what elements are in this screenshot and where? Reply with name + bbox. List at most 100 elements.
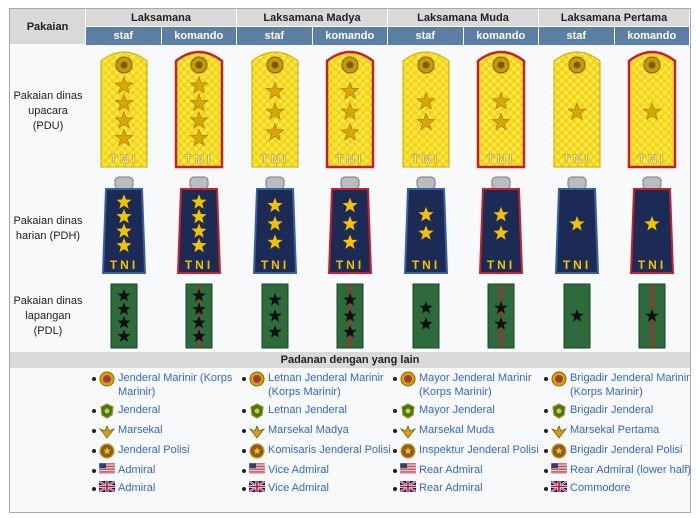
tni-label: TNI: [638, 152, 666, 166]
bullet: [544, 487, 548, 491]
equivalent-item: Marsekal Pertama: [544, 423, 694, 439]
rank-star: [191, 208, 207, 224]
rank-header: Laksamana Pertama: [539, 9, 690, 27]
sub-header-komando: komando: [614, 27, 690, 45]
bullet: [393, 429, 397, 433]
equivalent-link[interactable]: Marsekal: [118, 424, 163, 436]
airforce-emblem-icon: [551, 424, 567, 439]
equivalent-link[interactable]: Letnan Jenderal: [268, 404, 347, 416]
equivalent-link[interactable]: Letnan Jenderal Marinir (Korps Marinir): [268, 372, 384, 398]
equivalent-item: Commodore: [544, 481, 694, 495]
rank-star: [267, 234, 283, 249]
equivalent-item: Admiral: [92, 463, 242, 477]
equivalent-link[interactable]: Jenderal Marinir (Korps Marinir): [118, 372, 233, 398]
sub-header-komando: komando: [312, 27, 388, 45]
rank-star: [191, 223, 207, 238]
rank-star: [416, 91, 436, 110]
equivalent-link[interactable]: Jenderal Polisi: [118, 444, 190, 456]
police-emblem-icon: [551, 443, 567, 459]
rank-star: [192, 288, 206, 302]
us-flag-icon: [249, 463, 265, 474]
sub-header-staf: staf: [388, 27, 464, 45]
police-emblem-icon: [99, 443, 115, 459]
pdh-shoulder-board-komando: TNI: [177, 176, 222, 274]
equivalent-item: Jenderal: [92, 403, 242, 419]
tni-label: TNI: [185, 152, 213, 166]
tni-label: TNI: [563, 258, 591, 272]
equivalent-link[interactable]: Vice Admiral: [268, 482, 329, 494]
pdh-shoulder-board-komando: TNI: [630, 176, 675, 274]
equivalent-item: Marsekal: [92, 423, 242, 439]
rank-star: [419, 301, 433, 314]
equivalents-column: Letnan Jenderal Marinir (Korps Marinir) L…: [242, 371, 392, 499]
rank-star: [267, 197, 283, 213]
uk-flag-icon: [249, 481, 265, 492]
rank-star: [267, 216, 283, 231]
equivalent-link[interactable]: Brigadir Jenderal: [570, 404, 654, 416]
bullet: [242, 449, 246, 453]
equivalent-link[interactable]: Marsekal Muda: [419, 424, 495, 436]
pdu-shoulder-board-komando: TNI: [175, 50, 224, 169]
tni-label: TNI: [412, 152, 440, 166]
equivalent-link[interactable]: Rear Admiral: [419, 464, 483, 476]
sub-header-staf: staf: [86, 27, 162, 45]
equivalent-link[interactable]: Rear Admiral (lower half): [570, 464, 692, 476]
equivalent-link[interactable]: Marsekal Madya: [268, 424, 349, 436]
rank-star: [645, 309, 659, 322]
equivalent-link[interactable]: Admiral: [118, 464, 156, 476]
equivalents-column: Brigadir Jenderal Marinir (Korps Marinir…: [544, 371, 694, 499]
rank-star: [268, 325, 282, 338]
rank-star: [491, 112, 511, 131]
rank-star: [342, 197, 358, 213]
army-emblem-icon: [250, 403, 264, 419]
rank-star: [191, 237, 207, 253]
rank-star: [569, 216, 585, 231]
pdu-shoulder-board-staf: TNI: [402, 51, 450, 168]
equivalent-item: Inspektur Jenderal Polisi: [393, 443, 543, 459]
rank-star: [342, 216, 358, 231]
pdu-shoulder-board-staf: TNI: [553, 51, 601, 168]
equivalent-link[interactable]: Vice Admiral: [268, 464, 329, 476]
equivalent-link[interactable]: Rear Admiral: [419, 482, 483, 494]
equivalent-item: Letnan Jenderal Marinir (Korps Marinir): [242, 371, 392, 399]
pdl-shoulder-board-staf: [261, 283, 289, 349]
bullet: [544, 469, 548, 473]
pdh-shoulder-board-staf: TNI: [554, 176, 599, 274]
equivalent-link[interactable]: Mayor Jenderal: [419, 404, 495, 416]
equivalents-column: Mayor Jenderal Marinir (Korps Marinir) Ma…: [393, 371, 543, 499]
equivalent-item: Admiral: [92, 481, 242, 495]
rank-star: [117, 315, 131, 329]
marinir-emblem-icon: [249, 371, 265, 387]
army-emblem-icon: [401, 403, 415, 419]
tni-label: TNI: [487, 152, 515, 166]
us-flag-icon: [99, 463, 115, 474]
equivalent-link[interactable]: Mayor Jenderal Marinir (Korps Marinir): [419, 372, 532, 398]
rank-star: [567, 102, 587, 120]
bullet: [393, 469, 397, 473]
tni-label: TNI: [336, 152, 364, 166]
rank-star: [644, 216, 660, 231]
rank-star: [117, 329, 131, 342]
us-flag-icon: [400, 463, 416, 474]
equivalent-link[interactable]: Brigadir Jenderal Polisi: [570, 444, 683, 456]
tni-label: TNI: [336, 258, 364, 272]
equivalent-link[interactable]: Admiral: [118, 482, 156, 494]
equivalent-link[interactable]: Marsekal Pertama: [570, 424, 660, 436]
rank-star: [189, 110, 209, 129]
equivalent-item: Komisaris Jenderal Polisi: [242, 443, 392, 459]
bullet: [242, 469, 246, 473]
tni-label: TNI: [487, 258, 515, 272]
rank-star: [340, 81, 360, 100]
bullet: [544, 377, 548, 381]
equivalent-item: Jenderal Polisi: [92, 443, 242, 459]
rank-star: [114, 110, 134, 129]
equivalent-link[interactable]: Brigadir Jenderal Marinir (Korps Marinir…: [570, 372, 690, 398]
equivalent-link[interactable]: Commodore: [570, 482, 631, 494]
rank-star: [416, 112, 436, 131]
rank-star: [570, 309, 584, 322]
rank-header: Laksamana: [86, 9, 237, 27]
equivalent-link[interactable]: Jenderal: [118, 404, 161, 416]
equivalent-link[interactable]: Komisaris Jenderal Polisi: [268, 444, 391, 456]
row-label: Pakaian dinas harian (PDH): [13, 215, 83, 242]
equivalent-link[interactable]: Inspektur Jenderal Polisi: [419, 444, 539, 456]
